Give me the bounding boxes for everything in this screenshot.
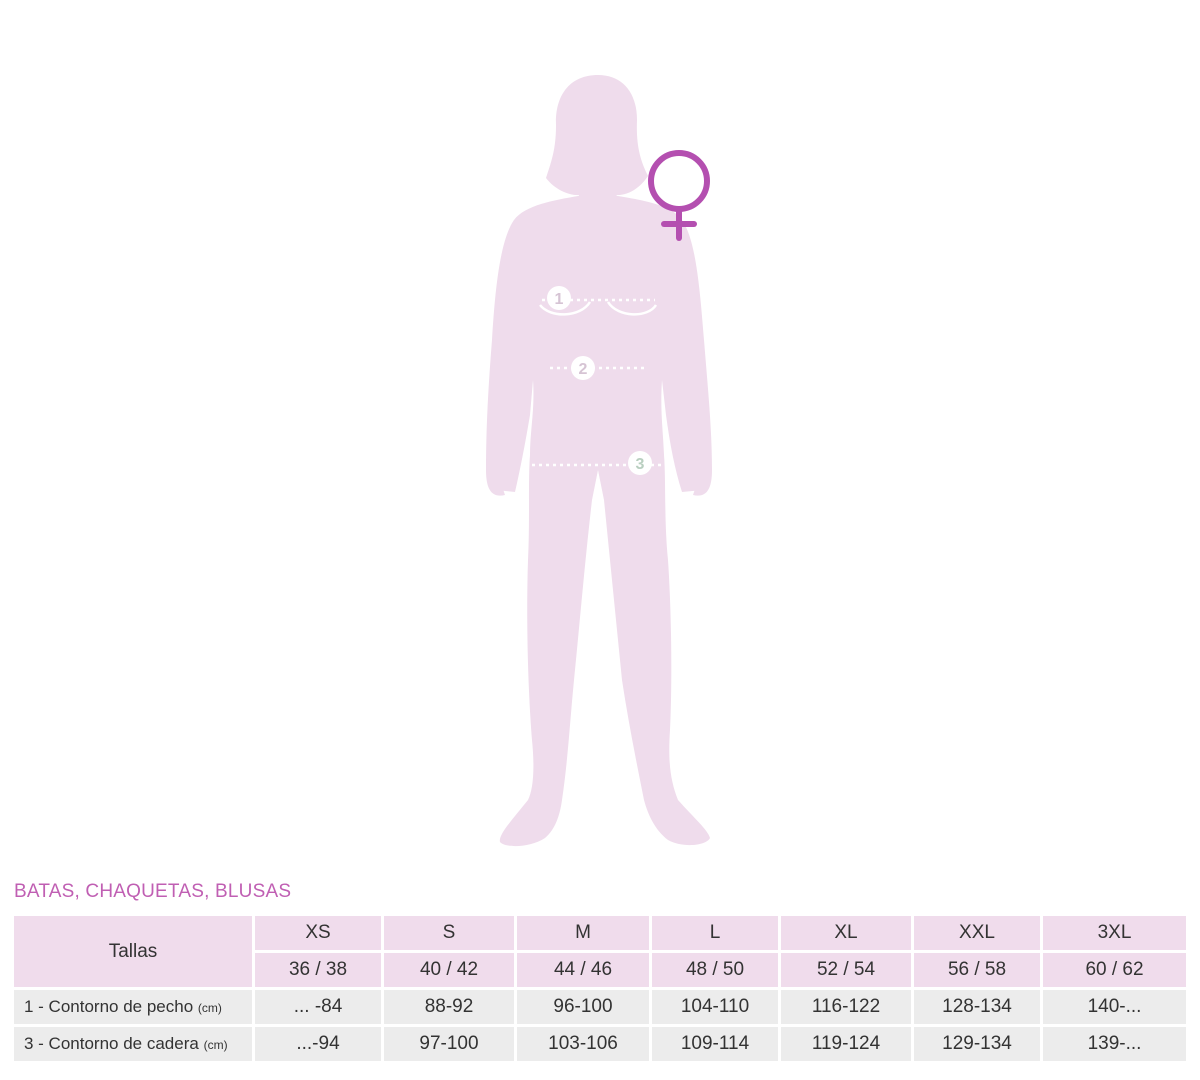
size-number-row: 36 / 38 40 / 42 44 / 46 48 / 50 52 / 54 …	[14, 953, 1186, 987]
row-label-pecho: 1 - Contorno de pecho (cm)	[14, 990, 252, 1024]
size-header-xs: XS	[255, 916, 381, 950]
table-header-row: Tallas XS S M L XL XXL 3XL	[14, 916, 1186, 987]
size-header-xxl: XXL	[914, 916, 1040, 950]
size-header-m: M	[517, 916, 649, 950]
tallas-header: Tallas	[14, 916, 252, 987]
size-number-cell: 60 / 62	[1043, 953, 1186, 987]
svg-text:1: 1	[555, 291, 564, 308]
row-label-cadera: 3 - Contorno de cadera (cm)	[14, 1027, 252, 1061]
size-header-l: L	[652, 916, 778, 950]
table-cell: 103-106	[517, 1027, 649, 1061]
table-cell: 119-124	[781, 1027, 911, 1061]
table-cell: 139-...	[1043, 1027, 1186, 1061]
table-cell: ... -84	[255, 990, 381, 1024]
table-cell: 97-100	[384, 1027, 514, 1061]
size-number-cell: 48 / 50	[652, 953, 778, 987]
measure-marker-2: 2	[571, 356, 595, 380]
table-cell: 104-110	[652, 990, 778, 1024]
table-cell: 140-...	[1043, 990, 1186, 1024]
table-cell: 128-134	[914, 990, 1040, 1024]
table-row: 3 - Contorno de cadera (cm) ...-94 97-10…	[14, 1027, 1186, 1061]
section-title: BATAS, CHAQUETAS, BLUSAS	[14, 881, 292, 902]
measure-marker-3: 3	[628, 451, 652, 475]
female-symbol-icon	[648, 150, 710, 241]
table-cell: 109-114	[652, 1027, 778, 1061]
table-row: 1 - Contorno de pecho (cm) ... -84 88-92…	[14, 990, 1186, 1024]
size-table: Tallas XS S M L XL XXL 3XL 36 / 38 40 / …	[11, 913, 1189, 1064]
size-header-3xl: 3XL	[1043, 916, 1186, 950]
bust-curves	[539, 301, 658, 316]
size-header-xl: XL	[781, 916, 911, 950]
table-cell: ...-94	[255, 1027, 381, 1061]
table-cell: 88-92	[384, 990, 514, 1024]
size-header-s: S	[384, 916, 514, 950]
female-silhouette	[486, 75, 712, 847]
size-number-cell: 56 / 58	[914, 953, 1040, 987]
table-cell: 96-100	[517, 990, 649, 1024]
size-number-cell: 44 / 46	[517, 953, 649, 987]
measure-marker-1: 1	[547, 286, 571, 310]
size-number-cell: 52 / 54	[781, 953, 911, 987]
svg-text:2: 2	[579, 361, 588, 378]
size-number-cell: 36 / 38	[255, 953, 381, 987]
body-measurement-figure: 1 2 3	[486, 75, 712, 847]
svg-text:3: 3	[636, 456, 645, 473]
table-cell: 129-134	[914, 1027, 1040, 1061]
table-cell: 116-122	[781, 990, 911, 1024]
measure-lines	[532, 298, 665, 467]
size-number-cell: 40 / 42	[384, 953, 514, 987]
